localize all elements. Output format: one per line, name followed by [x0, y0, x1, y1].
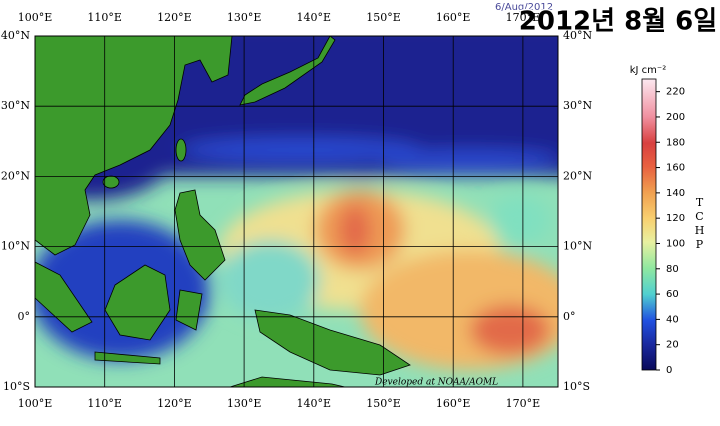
lon-label: 140°E — [297, 11, 332, 24]
lat-label: 30°N — [563, 99, 592, 112]
colorbar-tick-label: 140 — [666, 188, 685, 199]
lat-label: 20°N — [1, 169, 30, 182]
lon-label: 130°E — [227, 11, 262, 24]
lon-label: 170°E — [506, 11, 541, 24]
map: Developed at NOAA/AOML — [35, 36, 558, 388]
colorbar-tick-label: 180 — [666, 137, 685, 148]
colorbar-tick-label: 200 — [666, 112, 685, 123]
land — [35, 36, 411, 387]
colorbar-tick-label: 20 — [666, 340, 679, 351]
lat-label: 10°S — [563, 380, 590, 393]
colorbar-tick-label: 100 — [666, 238, 685, 249]
colorbar-tick-label: 80 — [666, 264, 679, 275]
lon-label: 130°E — [227, 397, 262, 410]
lat-label: 10°N — [1, 240, 30, 253]
lon-label: 110°E — [87, 397, 122, 410]
lat-label: 30°N — [1, 99, 30, 112]
lon-label: 110°E — [87, 11, 122, 24]
colorbar-tick-label: 220 — [666, 87, 685, 98]
colorbar-tick-label: 160 — [666, 163, 685, 174]
credit: Developed at NOAA/AOML — [374, 378, 498, 388]
lat-label: 40°N — [1, 29, 30, 42]
lon-label: 120°E — [157, 397, 192, 410]
lon-label: 170°E — [506, 397, 541, 410]
map-frame — [34, 35, 559, 388]
colorbar-tick-label: 40 — [666, 314, 679, 325]
grid — [35, 36, 558, 387]
title: 2012년 8월 6일 — [519, 7, 717, 37]
colorbar-label: TCHP — [693, 196, 706, 252]
colorbar-tick-label: 120 — [666, 213, 685, 224]
lon-label: 160°E — [436, 397, 471, 410]
lat-label: 20°N — [563, 169, 592, 182]
lat-label: 40°N — [563, 29, 592, 42]
colorbar-tick-label: 60 — [666, 289, 679, 300]
lon-label: 140°E — [297, 397, 332, 410]
colorbar — [641, 78, 657, 371]
lon-label: 150°E — [366, 397, 401, 410]
lat-label: 10°S — [3, 380, 30, 393]
colorbar-tick-label: 0 — [666, 365, 672, 376]
lat-label: 10°N — [563, 240, 592, 253]
lon-label: 150°E — [366, 11, 401, 24]
lat-label: 0° — [18, 310, 31, 323]
colorbar-unit: kJ cm⁻² — [630, 65, 666, 76]
lon-label: 100°E — [18, 11, 53, 24]
date-stamp: 6/Aug/2012 — [495, 2, 553, 13]
lon-label: 120°E — [157, 11, 192, 24]
lon-label: 160°E — [436, 11, 471, 24]
lat-label: 0° — [563, 310, 576, 323]
lon-label: 100°E — [18, 397, 53, 410]
